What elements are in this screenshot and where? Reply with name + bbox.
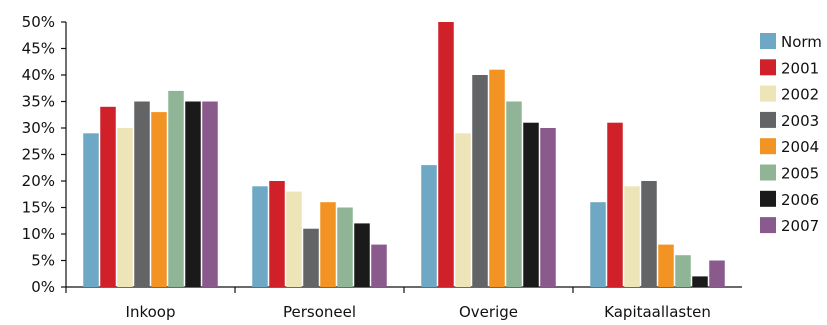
y-tick-label: 0% [31, 278, 55, 296]
legend-swatch [760, 59, 776, 76]
bar-2002-overige [455, 133, 471, 287]
y-tick-label: 20% [22, 172, 55, 190]
y-tick-label: 15% [22, 199, 55, 217]
bar-2006-overige [523, 122, 539, 287]
legend-label: 2002 [781, 86, 819, 104]
legend-swatch [760, 111, 776, 128]
bar-norm-inkoop [83, 133, 99, 287]
bar-2004-personeel [320, 202, 336, 287]
bar-2005-overige [506, 101, 522, 287]
legend-swatch [760, 138, 776, 155]
bar-2005-inkoop [168, 90, 184, 288]
legend: Norm 2001 2002 2003 2004 2005 2006 2007 [760, 33, 822, 235]
bar-norm-personeel [252, 186, 268, 287]
y-tick-label: 30% [22, 119, 55, 137]
bar-2003-inkoop [134, 101, 150, 287]
bar-2007-inkoop [202, 101, 218, 287]
x-category-label: Kapitaallasten [604, 303, 711, 321]
bar-2003-overige [472, 75, 488, 287]
bar-2006-inkoop [185, 101, 201, 287]
bar-2001-personeel [269, 181, 285, 287]
y-tick-label: 10% [22, 225, 55, 243]
bar-2006-personeel [354, 223, 370, 287]
legend-swatch [760, 190, 776, 207]
y-tick-label: 50% [22, 13, 55, 31]
legend-label: 2004 [781, 138, 819, 156]
bar-norm-kapitaallasten [590, 202, 606, 287]
legend-label: 2007 [781, 217, 819, 235]
bar-2006-kapitaallasten [692, 276, 708, 287]
y-tick-label: 5% [31, 252, 55, 270]
bar-2005-kapitaallasten [675, 255, 691, 287]
bar-2004-inkoop [151, 112, 167, 287]
bar-2001-kapitaallasten [607, 122, 623, 287]
bar-2002-kapitaallasten [624, 186, 640, 287]
bar-2004-kapitaallasten [658, 244, 674, 287]
bar-2004-overige [489, 69, 505, 287]
bar-2001-inkoop [100, 106, 116, 287]
bar-2001-overige [438, 22, 454, 287]
bar-2005-personeel [337, 207, 353, 287]
bar-2007-overige [540, 128, 556, 287]
legend-label: Norm [781, 33, 822, 51]
y-axis: 0% 5% 10% 15% 20% 25% 30% 35% 40% 45% 50% [22, 13, 67, 296]
bar-2002-personeel [286, 191, 302, 287]
legend-swatch [760, 164, 776, 181]
legend-swatch [760, 33, 776, 49]
y-tick-label: 35% [22, 93, 55, 111]
bar-2003-kapitaallasten [641, 181, 657, 287]
legend-swatch [760, 217, 776, 234]
bar-2002-inkoop [117, 128, 133, 287]
y-tick-label: 45% [22, 40, 55, 58]
x-category-label: Personeel [283, 303, 356, 321]
y-tick-label: 40% [22, 66, 55, 84]
legend-label: 2005 [781, 165, 819, 183]
bar-norm-overige [421, 165, 437, 287]
bar-2003-personeel [303, 228, 319, 287]
x-category-label: Inkoop [126, 303, 176, 321]
x-axis: Inkoop Personeel Overige Kapitaallasten [66, 286, 742, 321]
legend-label: 2003 [781, 112, 819, 130]
bar-2007-personeel [371, 244, 387, 287]
x-category-label: Overige [459, 303, 518, 321]
bar-2007-kapitaallasten [709, 260, 725, 287]
y-tick-label: 25% [22, 146, 55, 164]
bars [83, 22, 725, 288]
legend-label: 2001 [781, 59, 819, 77]
legend-swatch [760, 85, 776, 102]
legend-label: 2006 [781, 191, 819, 209]
